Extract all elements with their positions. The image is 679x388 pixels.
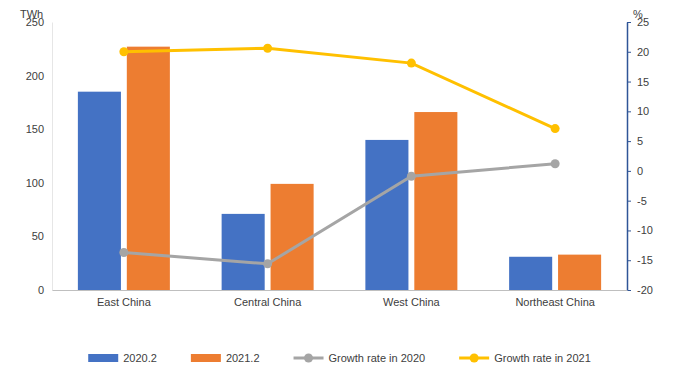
tick-mark	[627, 111, 631, 112]
marker	[263, 44, 272, 53]
x-axis: East China Central China West China Northea…	[53, 290, 628, 308]
tick-mark	[627, 260, 631, 261]
tick-label: Northeast China	[515, 296, 595, 308]
tick: Northeast China	[515, 290, 595, 308]
legend: 2020.2 2021.2 Growth rate in 2020 Growth ra…	[88, 352, 591, 364]
tick-mark	[627, 52, 631, 53]
tick: 150	[26, 123, 52, 135]
bar	[509, 257, 552, 290]
legend-label: 2020.2	[123, 352, 157, 364]
line	[124, 164, 555, 264]
tick: 5	[627, 135, 643, 147]
tick-label: West China	[383, 296, 441, 308]
tick: 50	[32, 230, 52, 242]
tick-mark	[627, 22, 631, 23]
tick-label: -5	[637, 195, 647, 207]
tick: -10	[627, 224, 653, 236]
tick-label: 15	[637, 76, 649, 88]
axis-line	[52, 23, 53, 291]
bar	[365, 140, 408, 290]
tick-label: 10	[637, 105, 649, 117]
tick: 15	[627, 76, 649, 88]
tick: 10	[627, 105, 649, 117]
tick-mark	[627, 290, 631, 291]
y2-axis: -20-15-10-50510152025	[627, 16, 653, 296]
tick-mark	[627, 201, 631, 202]
legend-symbol	[304, 354, 313, 363]
tick-label: -15	[637, 254, 653, 266]
tick: 20	[627, 46, 649, 58]
tick-label: -10	[637, 224, 653, 236]
marker	[119, 47, 128, 56]
legend-item: 2020.2	[88, 352, 157, 364]
tick-mark	[627, 171, 631, 172]
tick-label: 50	[32, 230, 44, 242]
tick: -5	[627, 195, 647, 207]
tick-mark	[627, 82, 631, 83]
tick: -15	[627, 254, 653, 266]
tick: -20	[627, 284, 653, 296]
bar	[271, 184, 314, 290]
plot: 050100150200250-20-15-10-50510152025East…	[26, 16, 653, 308]
marker	[551, 159, 560, 168]
tick-label: 20	[637, 46, 649, 58]
legend-symbol	[88, 354, 118, 362]
bar	[414, 112, 457, 290]
line	[124, 48, 555, 128]
tick: West China	[383, 290, 441, 308]
axis-line	[627, 23, 629, 291]
tick-mark	[627, 230, 631, 231]
tick: 200	[26, 70, 52, 82]
tick-label: 0	[38, 284, 44, 296]
legend-item: 2021.2	[191, 352, 260, 364]
legend-item: Growth rate in 2020	[294, 352, 426, 364]
marks	[78, 44, 601, 290]
tick: East China	[97, 290, 152, 308]
tick-label: East China	[97, 296, 152, 308]
bar	[222, 214, 265, 290]
tick-label: 0	[637, 165, 643, 177]
tick: 0	[627, 165, 643, 177]
legend-symbol	[470, 354, 479, 363]
tick-label: -20	[637, 284, 653, 296]
legend-symbol	[191, 354, 221, 362]
marker	[119, 248, 128, 257]
legend-item: Growth rate in 2021	[459, 352, 591, 364]
legend-label: 2021.2	[226, 352, 260, 364]
bar	[78, 92, 121, 290]
bar	[558, 255, 601, 290]
markers	[119, 44, 559, 133]
legend-label: Growth rate in 2021	[494, 352, 591, 364]
legend-label: Growth rate in 2020	[329, 352, 426, 364]
axis-title: %	[633, 8, 643, 20]
axis-title: TWh	[20, 8, 43, 20]
axis-line	[53, 290, 628, 291]
tick-label: 150	[26, 123, 44, 135]
tick-mark	[627, 141, 631, 142]
tick: Central China	[234, 290, 302, 308]
marker	[263, 259, 272, 268]
marker	[407, 172, 416, 181]
markers	[119, 159, 559, 268]
marker	[407, 59, 416, 68]
tick: 0	[38, 284, 52, 296]
marker	[551, 124, 560, 133]
tick-label: 100	[26, 177, 44, 189]
y-axis: 050100150200250	[26, 16, 53, 296]
tick-label: Central China	[234, 296, 302, 308]
tick-label: 5	[637, 135, 643, 147]
tick-label: 200	[26, 70, 44, 82]
tick: 100	[26, 177, 52, 189]
bar-series	[127, 47, 601, 290]
chart: 050100150200250-20-15-10-50510152025East…	[0, 0, 679, 388]
